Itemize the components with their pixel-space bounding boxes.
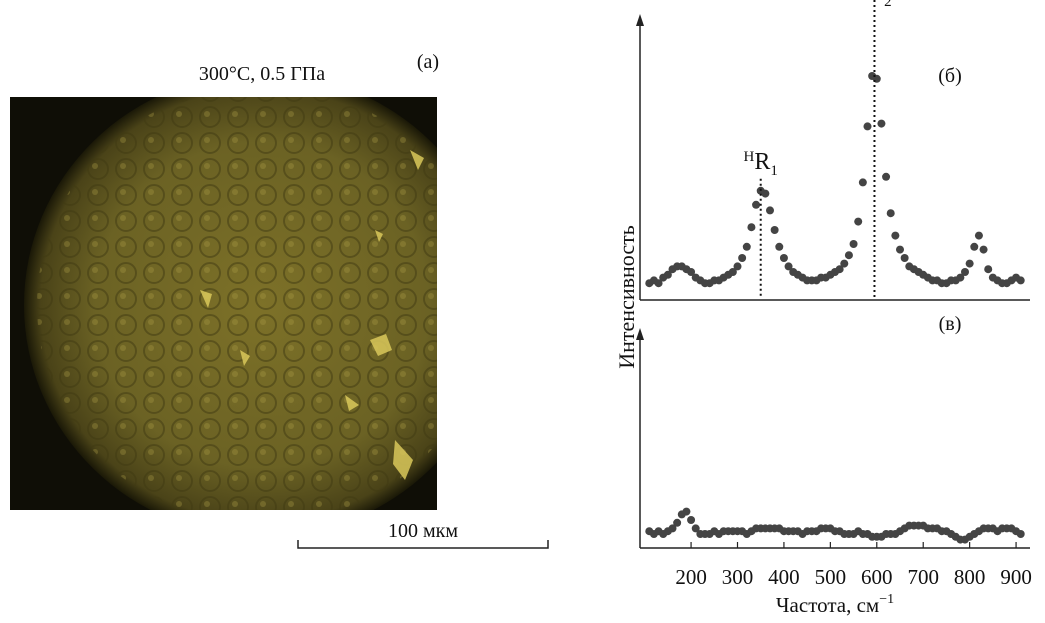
data-point <box>877 119 886 128</box>
data-point <box>835 265 844 274</box>
peak-label-sub: 2 <box>884 0 892 10</box>
data-point <box>775 242 784 251</box>
x-tick-label: 300 <box>722 565 754 589</box>
data-point <box>691 524 700 533</box>
data-point <box>979 245 988 254</box>
peak-label-pre: H <box>744 149 755 165</box>
y-axis-label: Интенсивность <box>614 225 639 368</box>
data-point <box>863 122 872 131</box>
data-point <box>761 189 770 198</box>
data-point <box>840 259 849 268</box>
data-point <box>784 262 793 271</box>
data-point <box>687 516 696 524</box>
peak-label: HR2 <box>857 0 891 10</box>
axis-arrow <box>636 328 644 340</box>
data-point <box>742 242 751 251</box>
axis-arrow <box>636 14 644 26</box>
data-point <box>752 200 761 209</box>
peak-label-text: R <box>754 149 770 175</box>
data-point <box>766 206 774 215</box>
scale-bar-label: 100 мкм <box>388 520 458 542</box>
x-tick-label: 400 <box>768 565 800 589</box>
data-point <box>733 262 742 271</box>
data-point <box>668 524 677 533</box>
data-point <box>770 226 779 234</box>
x-tick-label: 500 <box>815 565 847 589</box>
panel-label: (б) <box>938 65 962 87</box>
peak-label: HR1 <box>744 149 778 179</box>
data-point <box>1016 276 1025 285</box>
data-point <box>961 268 969 276</box>
panel-label: (а) <box>417 51 439 73</box>
data-point <box>779 254 788 262</box>
data-point <box>974 231 983 240</box>
data-point <box>673 518 682 527</box>
scale-bar <box>297 540 549 549</box>
data-point <box>687 268 696 276</box>
x-tick-label: 900 <box>1000 565 1032 589</box>
data-point <box>984 265 993 274</box>
x-axis-label-text: Частота, см <box>776 593 879 617</box>
x-tick-label: 800 <box>954 565 986 589</box>
micrograph <box>10 97 437 510</box>
data-point <box>663 270 672 279</box>
data-point <box>728 268 737 276</box>
x-tick-label: 700 <box>907 565 939 589</box>
data-point <box>1016 530 1025 538</box>
data-point <box>891 231 900 240</box>
data-point <box>858 178 867 187</box>
data-point <box>654 279 663 288</box>
x-tick-label: 200 <box>675 565 707 589</box>
x-axis-label: Частота, см−1 <box>776 592 894 617</box>
data-point <box>738 254 747 262</box>
data-point <box>844 251 853 260</box>
image-title: 300°C, 0.5 ГПа <box>199 63 325 85</box>
data-point <box>896 245 904 254</box>
x-axis-label-sup: −1 <box>879 592 894 607</box>
data-point <box>747 223 756 232</box>
data-point <box>900 254 909 262</box>
data-point <box>965 259 974 268</box>
data-point <box>886 209 895 218</box>
data-point <box>849 240 858 248</box>
panel-label: (в) <box>939 313 962 335</box>
peak-label-sub: 1 <box>770 163 778 179</box>
data-point <box>682 507 691 516</box>
data-point <box>854 217 863 226</box>
peak-label-text: R <box>868 0 884 6</box>
x-tick-label: 600 <box>861 565 893 589</box>
data-point <box>956 273 965 282</box>
data-point <box>970 242 979 251</box>
data-point <box>882 172 891 181</box>
